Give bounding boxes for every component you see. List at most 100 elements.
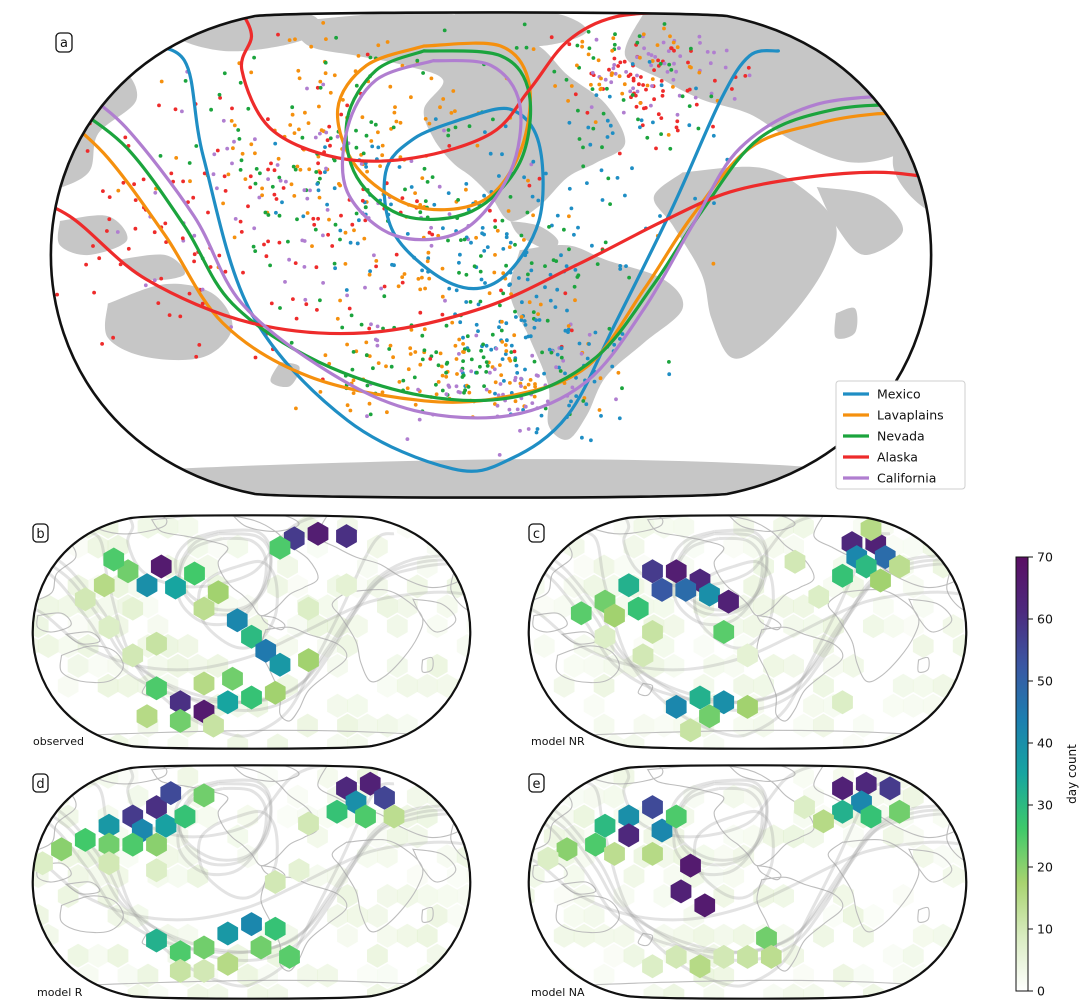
event-dot [316, 216, 320, 221]
event-dot [599, 168, 604, 173]
colorbar-tick-label: 20 [1037, 860, 1053, 875]
hexbin-cell [264, 916, 286, 941]
event-dot [97, 256, 102, 261]
event-dot [115, 230, 120, 234]
hexbin-cell [855, 771, 877, 796]
hexbin-cell [336, 573, 357, 598]
hexbin-faint [386, 653, 408, 678]
event-dot [430, 232, 435, 237]
hexbin-faint [347, 693, 368, 718]
event-dot [562, 227, 566, 232]
event-dot [375, 343, 380, 348]
event-dot [461, 335, 465, 340]
event-dot [555, 213, 560, 218]
hexbin-faint [416, 804, 438, 829]
event-dot [354, 83, 359, 88]
colorbar-tick-label: 60 [1037, 612, 1053, 627]
event-dot [572, 284, 577, 289]
hexbin-faint [603, 784, 625, 809]
hexbin-faint [743, 824, 765, 849]
hexbin-faint [87, 534, 109, 559]
hexbin-faint [793, 963, 814, 988]
event-dot [457, 270, 461, 275]
event-dot [528, 378, 533, 382]
event-dot [238, 168, 243, 172]
event-dot [558, 369, 563, 373]
event-dot [434, 350, 439, 355]
hexbin-faint [317, 963, 338, 988]
event-dot [523, 404, 528, 409]
event-dot [309, 44, 314, 49]
event-dot [107, 195, 112, 200]
coastline [36, 862, 72, 883]
event-dot [709, 94, 714, 99]
event-dot [420, 268, 424, 273]
hexbin-faint [32, 713, 39, 738]
hexbin-faint [843, 653, 864, 678]
hexbin-faint [528, 943, 545, 968]
hexbin-cell [193, 935, 215, 960]
hexbin-cell [642, 954, 663, 979]
event-dot [192, 233, 197, 238]
event-dot [365, 169, 369, 174]
event-dot [312, 222, 317, 227]
event-dot [338, 237, 342, 242]
event-dot [381, 326, 385, 331]
event-dot [624, 264, 628, 268]
hexbin-cell [193, 783, 215, 808]
event-dot [611, 36, 616, 41]
faint-path [178, 782, 273, 867]
event-dot [467, 390, 472, 395]
event-dot [618, 264, 623, 268]
event-dot [409, 95, 413, 100]
event-dot [191, 195, 196, 200]
hexbin-faint [396, 884, 418, 908]
hexbin-cell [146, 928, 167, 953]
event-dot [482, 384, 486, 388]
event-dot [544, 171, 548, 176]
event-dot [367, 272, 372, 277]
event-dot [469, 357, 474, 362]
hexbin-cell [832, 799, 853, 824]
event-dot [376, 130, 380, 135]
legend-entry: California [877, 471, 936, 486]
hexbin-faint [653, 515, 675, 539]
hexbin-faint [983, 824, 1004, 848]
coastline [917, 656, 930, 673]
event-dot [447, 286, 452, 291]
hexbin-faint [902, 534, 924, 559]
event-dot [597, 82, 602, 87]
event-dot [659, 116, 664, 120]
hexbin-faint [396, 594, 418, 619]
event-dot [461, 342, 465, 346]
event-dot [485, 364, 490, 368]
event-dot [350, 222, 355, 227]
event-dot [286, 239, 290, 244]
event-dot [596, 58, 601, 63]
hexbin-faint [37, 634, 59, 658]
event-dot [618, 337, 622, 341]
event-dot [422, 327, 427, 332]
event-dot [686, 60, 690, 65]
hexbin-cell [808, 584, 830, 609]
event-dot [266, 239, 270, 244]
hexbin-faint [117, 673, 139, 698]
hexbin-cell [32, 851, 53, 876]
event-dot [429, 225, 433, 230]
event-dot [211, 172, 216, 177]
event-dot [611, 66, 616, 71]
event-dot [298, 167, 303, 172]
hexbin-faint [932, 673, 954, 698]
event-dot [364, 353, 369, 358]
hexbin-faint [487, 614, 508, 638]
event-dot [466, 385, 471, 389]
event-dot [321, 82, 326, 87]
event-dot [667, 360, 671, 364]
event-dot [678, 54, 683, 58]
event-dot [559, 253, 563, 258]
hexbin-faint [713, 963, 735, 988]
hexbin-faint [436, 673, 458, 698]
event-dot [504, 349, 509, 353]
faint-path [173, 778, 273, 862]
event-dot [375, 338, 380, 343]
